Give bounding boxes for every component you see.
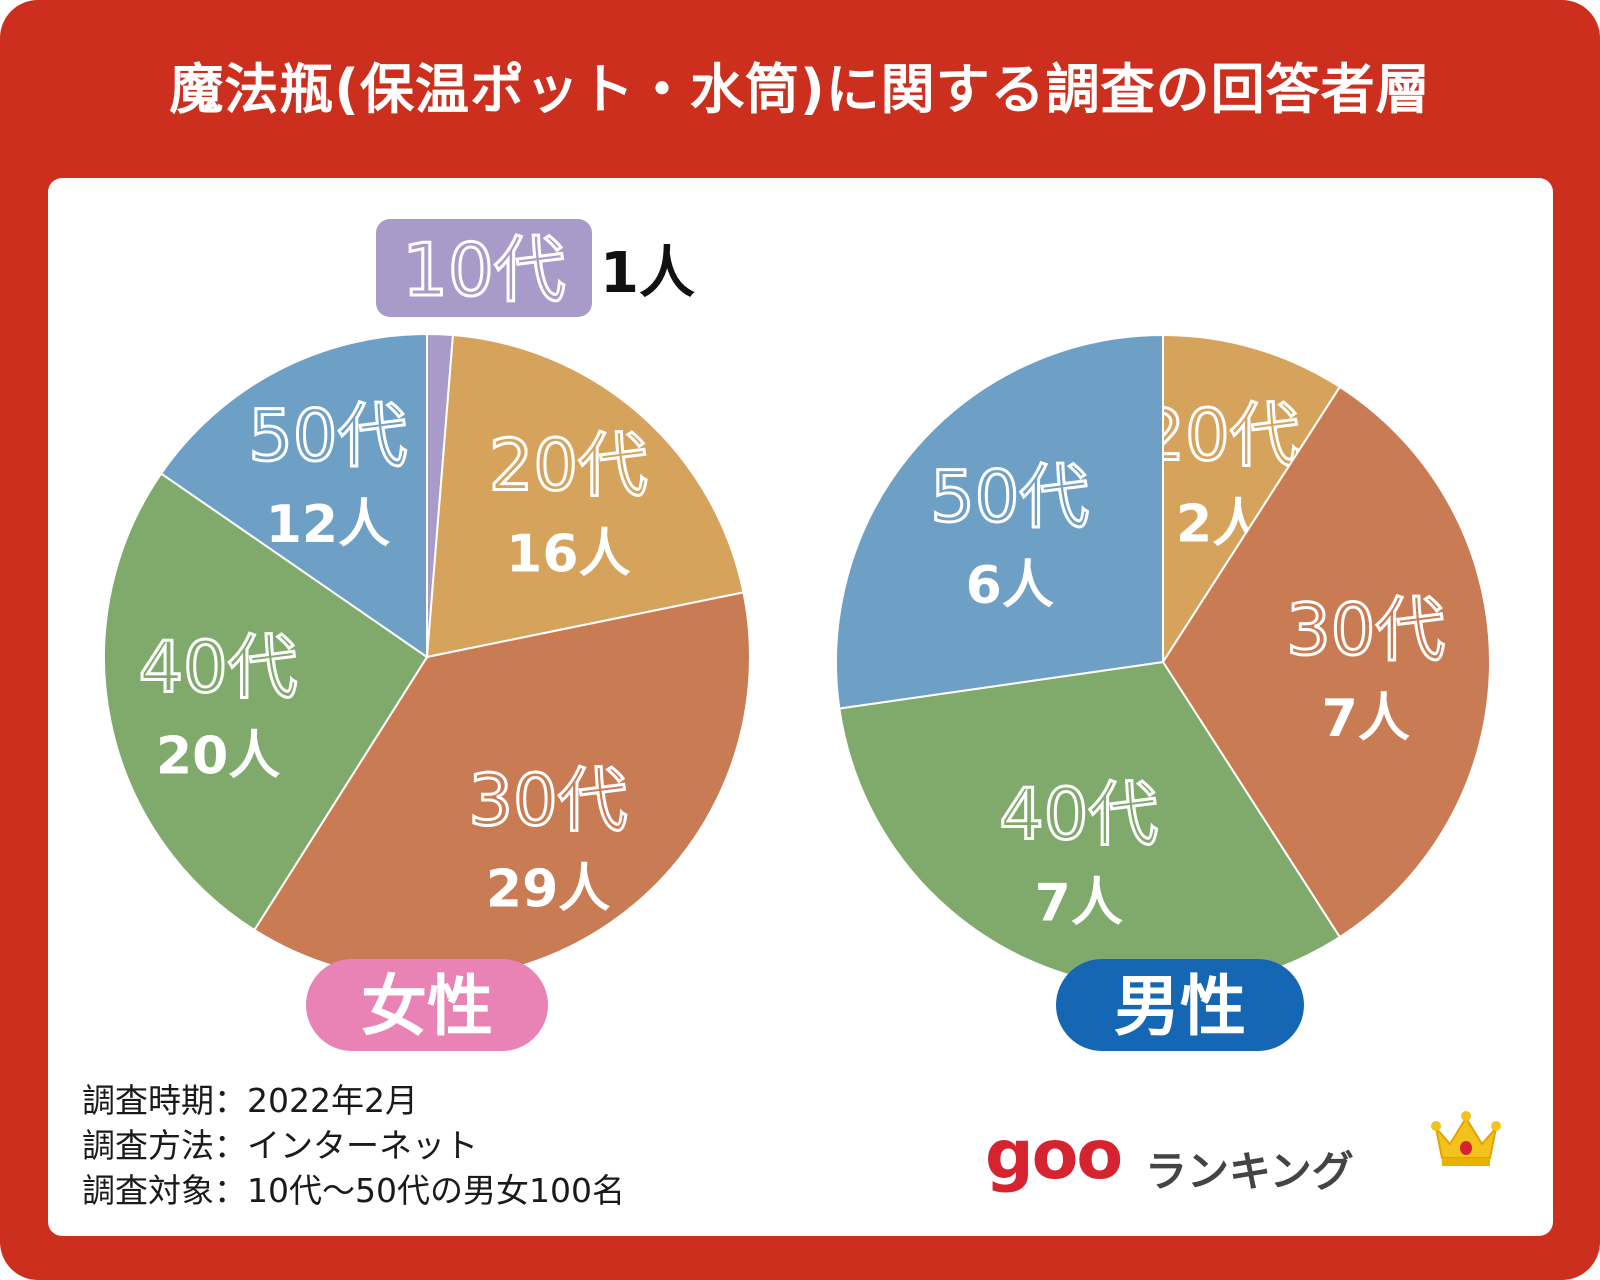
gender-label: 女性 [361,968,493,1045]
survey-period: 調査時期：2022年2月 [82,1081,418,1120]
slice-count-label: 7人 [1322,689,1410,749]
gender-badge [1056,959,1304,1051]
callout-count-label: 1人 [600,241,695,306]
slice-category-label: 30代 [469,759,628,841]
survey-notes: 調査時期：2022年2月 調査方法：インターネット 調査対象：10代〜50代の男… [82,1078,625,1213]
slice-count-label: 29人 [486,859,610,919]
slice-count-label: 16人 [506,524,630,584]
pie-slice-20代 [425,333,745,659]
callout-badge [376,219,592,317]
slice-count-label: 6人 [966,556,1054,616]
slice-category-label: 40代 [139,627,298,709]
slice-category-label: 50代 [248,395,407,477]
slice-category-label: 50代 [930,456,1089,538]
slice-category-label: 20代 [489,424,648,506]
slice-category-label: 20代 [1141,394,1300,476]
gender-badge [306,959,548,1051]
pie-slice-30代 [1161,385,1492,939]
pie-slice-20代 [1162,333,1342,666]
slice-category-label: 30代 [1286,589,1445,671]
survey-target: 調査対象：10代〜50代の男女100名 [82,1171,625,1210]
pie-slice-40代 [103,472,429,932]
gender-label: 男性 [1114,968,1246,1045]
callout-category-label: 10代 [402,228,566,312]
slice-count-label: 12人 [266,495,390,555]
pie-slice-50代 [159,332,428,659]
slice-count-label: 7人 [1035,873,1123,933]
page-title: 魔法瓶(保温ポット・水筒)に関する調査の回答者層 [169,58,1431,121]
ranking-text: ランキング [1145,1147,1354,1196]
pie-slice-50代 [835,333,1164,710]
slice-count-label: 20人 [156,727,280,787]
survey-method: 調査方法：インターネット [82,1126,478,1165]
goo-logo-text: goo [985,1116,1123,1195]
slice-category-label: 40代 [999,773,1158,855]
crown-icon [1431,1111,1501,1166]
